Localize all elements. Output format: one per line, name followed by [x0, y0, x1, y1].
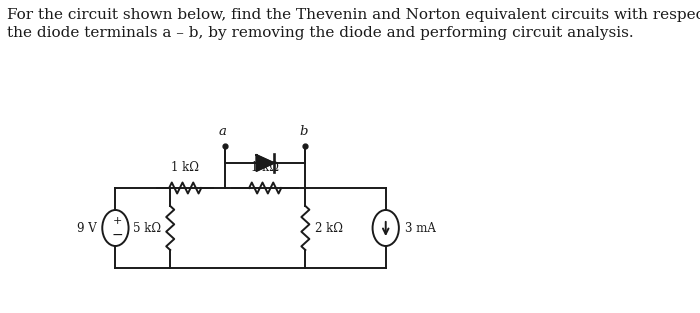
Text: b: b	[300, 125, 308, 138]
Text: 1 kΩ: 1 kΩ	[172, 161, 200, 174]
Text: a: a	[219, 125, 227, 138]
Text: +: +	[113, 216, 122, 226]
Polygon shape	[256, 155, 274, 171]
Text: 5 kΩ: 5 kΩ	[132, 222, 161, 234]
Text: 9 V: 9 V	[78, 222, 97, 234]
Text: 1 kΩ: 1 kΩ	[251, 161, 279, 174]
Text: 2 kΩ: 2 kΩ	[315, 222, 343, 234]
Text: the diode terminals a – b, by removing the diode and performing circuit analysis: the diode terminals a – b, by removing t…	[7, 26, 634, 40]
Text: For the circuit shown below, find the Thevenin and Norton equivalent circuits wi: For the circuit shown below, find the Th…	[7, 8, 700, 22]
Text: −: −	[112, 228, 123, 242]
Text: 3 mA: 3 mA	[405, 222, 435, 234]
